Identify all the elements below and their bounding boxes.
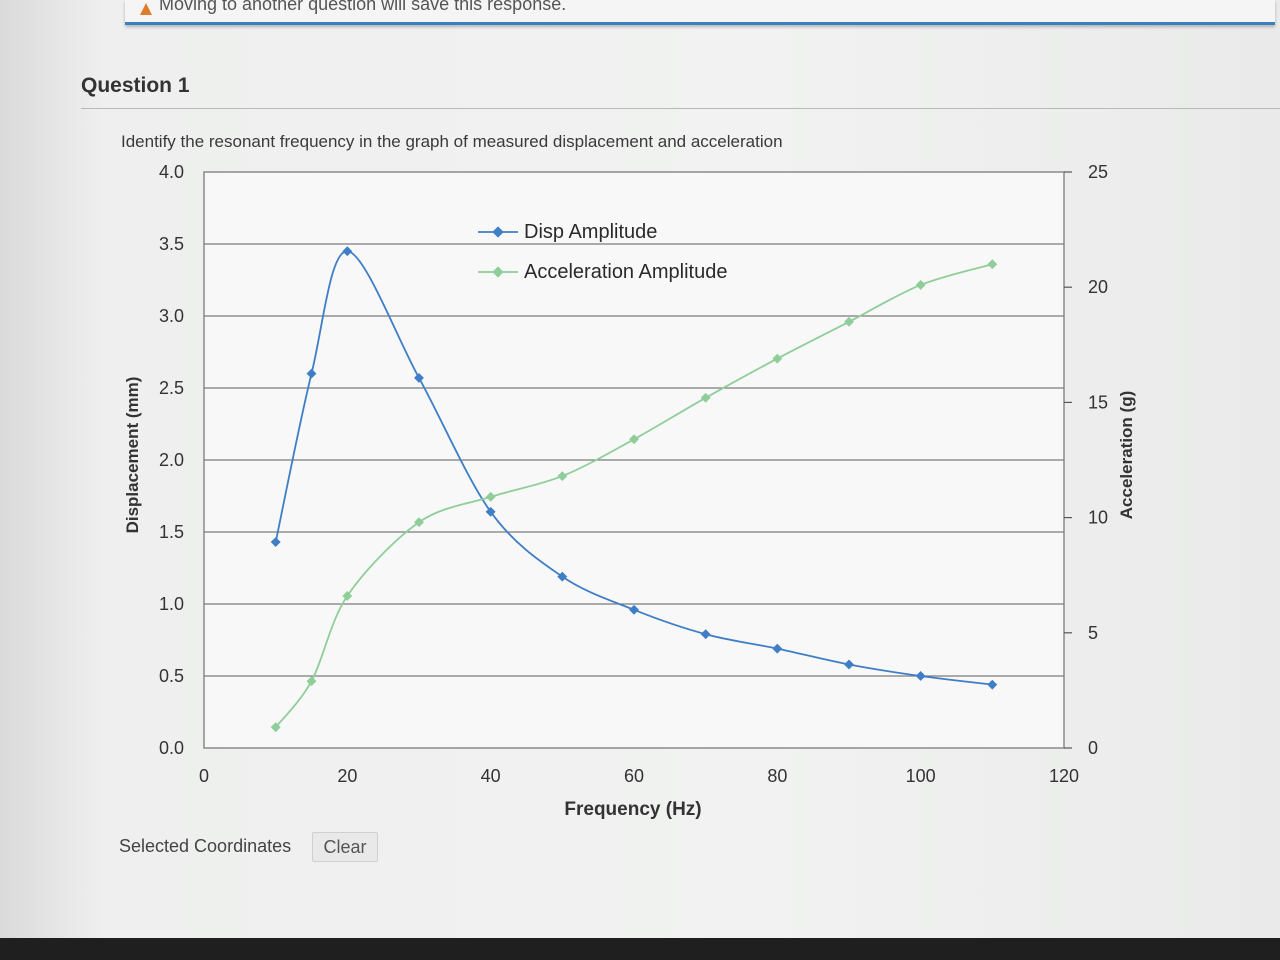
y-tick-label: 2.0 [159,450,184,470]
screen-bottom-bezel [0,938,1280,960]
data-point-accel [306,676,317,687]
data-point-disp [844,659,854,670]
y2-tick-label: 15 [1088,392,1108,412]
data-point-accel [915,279,926,290]
data-point-accel [485,491,496,502]
y-tick-label: 2.5 [159,378,184,398]
data-point-disp [629,604,639,615]
y-tick-label: 0.0 [159,738,184,758]
question-prompt: Identify the resonant frequency in the g… [121,132,783,151]
legend-accel-label: Acceleration Amplitude [524,261,727,283]
series-layer [270,246,998,733]
y-tick-label: 1.5 [159,522,184,542]
save-warning-banner: Moving to another question will save thi… [125,0,1275,25]
legend: Disp Amplitude Acceleration Amplitude [478,221,727,283]
y2-tick-label: 25 [1088,162,1108,182]
y2-tick-label: 20 [1088,277,1108,297]
legend-accel-marker [492,266,504,278]
x-tick-label: 0 [199,766,209,786]
question-title: Question 1 [81,74,190,97]
x-tick-label: 80 [767,766,787,786]
data-point-disp [270,537,281,548]
data-point-accel [342,590,353,601]
selected-coordinates-label: Selected Coordinates [119,836,292,856]
gridlines [204,243,1064,677]
x-tick-label: 60 [624,766,644,786]
data-point-disp [915,671,926,681]
data-point-accel [270,722,281,733]
data-point-accel [557,471,568,482]
y2-axis-label: Acceleration (g) [1117,391,1136,519]
data-point-accel [629,434,639,445]
data-point-disp [700,629,711,640]
legend-disp-label: Disp Amplitude [524,221,657,243]
data-point-disp [306,368,317,379]
clear-button[interactable]: Clear [312,832,378,862]
data-point-accel [700,392,711,403]
title-divider [81,108,1280,109]
data-point-disp [772,643,783,654]
legend-disp-marker [492,226,504,238]
chart[interactable]: 0.0 0.5 1.0 1.5 2.0 2.5 3.0 3.5 4.0 0 5 10 15 20 25 0 20… [0,0,1280,938]
y2-tick-label: 0 [1088,738,1098,758]
y-tick-label: 1.0 [159,594,184,614]
x-tick-label: 100 [906,766,936,786]
y-tick-label: 3.0 [159,306,184,326]
data-point-accel [414,517,424,528]
warning-icon [140,3,152,15]
x-tick-label: 40 [481,766,501,786]
x-tick-label: 20 [337,766,357,786]
data-point-disp [987,679,998,690]
y-tick-label: 0.5 [159,666,184,686]
y-tick-label: 3.5 [159,234,184,254]
x-tick-label: 120 [1049,766,1079,786]
y2-tick-label: 10 [1088,508,1108,528]
y-axis-label: Displacement (mm) [123,377,142,534]
axis-tick-labels: 0.0 0.5 1.0 1.5 2.0 2.5 3.0 3.5 4.0 0 5 10 15 20 25 0 20… [159,162,1108,786]
x-axis-label: Frequency (Hz) [564,799,701,820]
y-tick-label: 4.0 [159,162,184,182]
data-point-disp [557,571,568,582]
warning-text: Moving to another question will save thi… [159,0,567,14]
data-point-accel [844,316,854,327]
y2-tick-label: 5 [1088,623,1098,643]
